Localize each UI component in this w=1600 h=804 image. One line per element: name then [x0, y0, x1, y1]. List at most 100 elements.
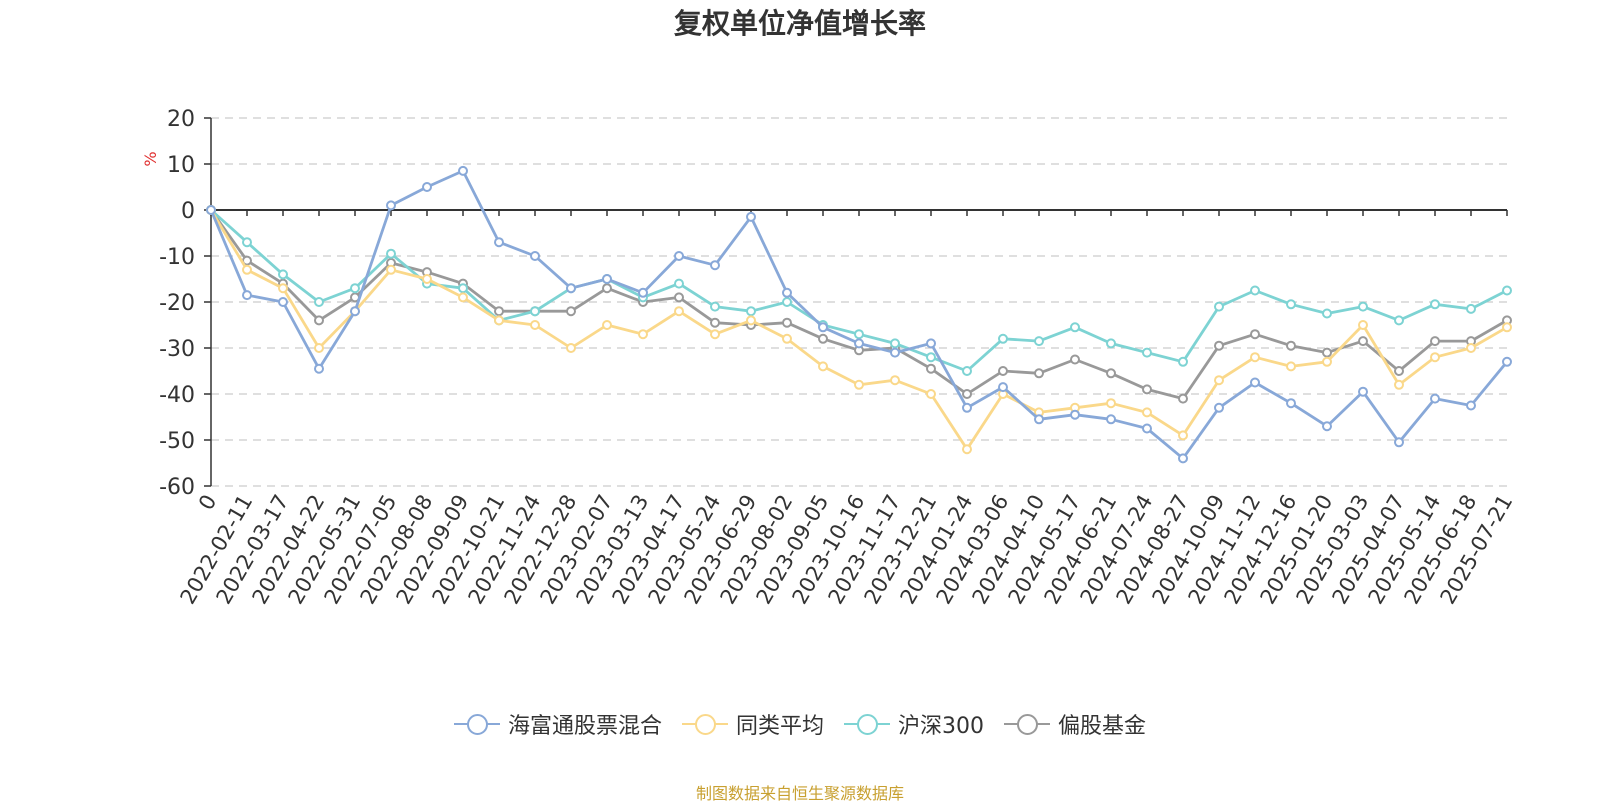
series-point — [242, 237, 252, 248]
series-point — [818, 322, 828, 333]
series-point — [1394, 379, 1404, 390]
series-point — [1070, 409, 1080, 420]
series-point — [1178, 356, 1188, 367]
y-axis-unit-label: % — [141, 151, 160, 166]
series-point — [926, 352, 936, 363]
series-point — [998, 366, 1008, 376]
legend-label: 海富通股票混合 — [507, 714, 662, 739]
series-point — [782, 333, 792, 344]
series-point — [1142, 407, 1152, 418]
series-point — [1178, 430, 1188, 441]
series-point — [782, 297, 792, 307]
series-point — [710, 301, 720, 312]
series-point — [1502, 356, 1512, 367]
legend-label: 偏股基金 — [1058, 714, 1147, 739]
series-point — [278, 283, 288, 294]
series-point — [458, 292, 468, 303]
series-point — [1430, 336, 1440, 347]
series-point — [854, 329, 864, 340]
series-point — [1250, 329, 1260, 340]
series-point — [746, 315, 756, 326]
series-point — [314, 315, 324, 326]
series-point — [350, 306, 360, 317]
legend-circle — [466, 714, 488, 735]
series-point — [602, 274, 612, 284]
series-point — [1178, 393, 1188, 404]
series-point — [1394, 437, 1404, 448]
series-point — [962, 389, 972, 399]
data-source-note: 制图数据来自恒生聚源数据库 — [695, 784, 904, 803]
series-point — [782, 287, 792, 298]
series-point — [566, 343, 576, 353]
y-tick-label: -50 — [159, 429, 195, 454]
series-point — [278, 297, 288, 307]
series-point — [638, 329, 648, 340]
series-point — [494, 306, 504, 317]
legend-circle — [857, 714, 878, 735]
chart-legend: 海富通股票混合 同类平均 沪深300 偏股基金 — [0, 708, 1600, 740]
y-tick-label: 0 — [181, 199, 195, 224]
legend-line-circle-icon — [681, 712, 728, 736]
series-point — [1034, 336, 1044, 347]
series-point — [1358, 301, 1368, 312]
legend-line-circle-icon — [453, 712, 500, 736]
series-point — [1502, 285, 1512, 296]
series-point — [1322, 356, 1332, 367]
legend-item-equity-fund[interactable]: 偏股基金 — [1004, 708, 1146, 740]
series-point — [962, 444, 972, 455]
series-point — [818, 361, 828, 372]
y-tick-label: -60 — [159, 475, 195, 500]
series-point — [674, 306, 684, 317]
series-point — [1142, 347, 1152, 358]
series-point — [1286, 340, 1296, 351]
series-point — [530, 320, 540, 330]
series-point — [530, 306, 540, 317]
legend-line-circle-icon — [1004, 712, 1050, 736]
series-point — [926, 389, 936, 399]
series-point — [890, 375, 900, 386]
series-point — [638, 287, 648, 298]
series-point — [926, 338, 936, 349]
series-point — [458, 283, 468, 294]
series-point — [926, 363, 936, 374]
series-line — [209, 209, 1508, 401]
series-point — [530, 251, 540, 261]
legend-item-category-avg[interactable]: 同类平均 — [681, 708, 824, 740]
series-point — [1214, 402, 1224, 413]
series-point — [746, 211, 756, 222]
series-point — [350, 283, 360, 294]
series-point — [710, 329, 720, 340]
series-point — [1142, 423, 1152, 434]
series-point — [818, 333, 828, 344]
series-point — [314, 343, 324, 353]
series-point — [1034, 414, 1044, 425]
series-point — [1250, 352, 1260, 363]
series-point — [494, 237, 504, 248]
series-point — [566, 306, 576, 317]
y-tick-label: -20 — [159, 291, 195, 316]
series-point — [458, 165, 468, 176]
legend-circle — [694, 714, 716, 735]
series-point — [1286, 361, 1296, 372]
series-point — [1466, 343, 1476, 353]
series-point — [1250, 285, 1260, 296]
series-point — [1106, 338, 1116, 349]
series-point — [1034, 368, 1044, 379]
series-point — [386, 200, 396, 211]
chart-title: 复权单位净值增长率 — [673, 7, 926, 40]
series-point — [1070, 354, 1080, 365]
series-point — [602, 320, 612, 330]
legend-item-hs300[interactable]: 沪深300 — [844, 708, 984, 740]
series-point — [1430, 299, 1440, 310]
series-point — [1214, 375, 1224, 386]
series-point — [1466, 303, 1476, 314]
series-point — [1358, 386, 1368, 397]
series-point — [1430, 352, 1440, 363]
series-point — [422, 274, 432, 284]
legend-circle — [1017, 714, 1038, 735]
series-point — [1142, 384, 1152, 395]
series-point — [674, 251, 684, 261]
series-point — [1106, 414, 1116, 425]
legend-item-haifutong[interactable]: 海富通股票混合 — [453, 708, 662, 740]
series-point — [890, 347, 900, 358]
